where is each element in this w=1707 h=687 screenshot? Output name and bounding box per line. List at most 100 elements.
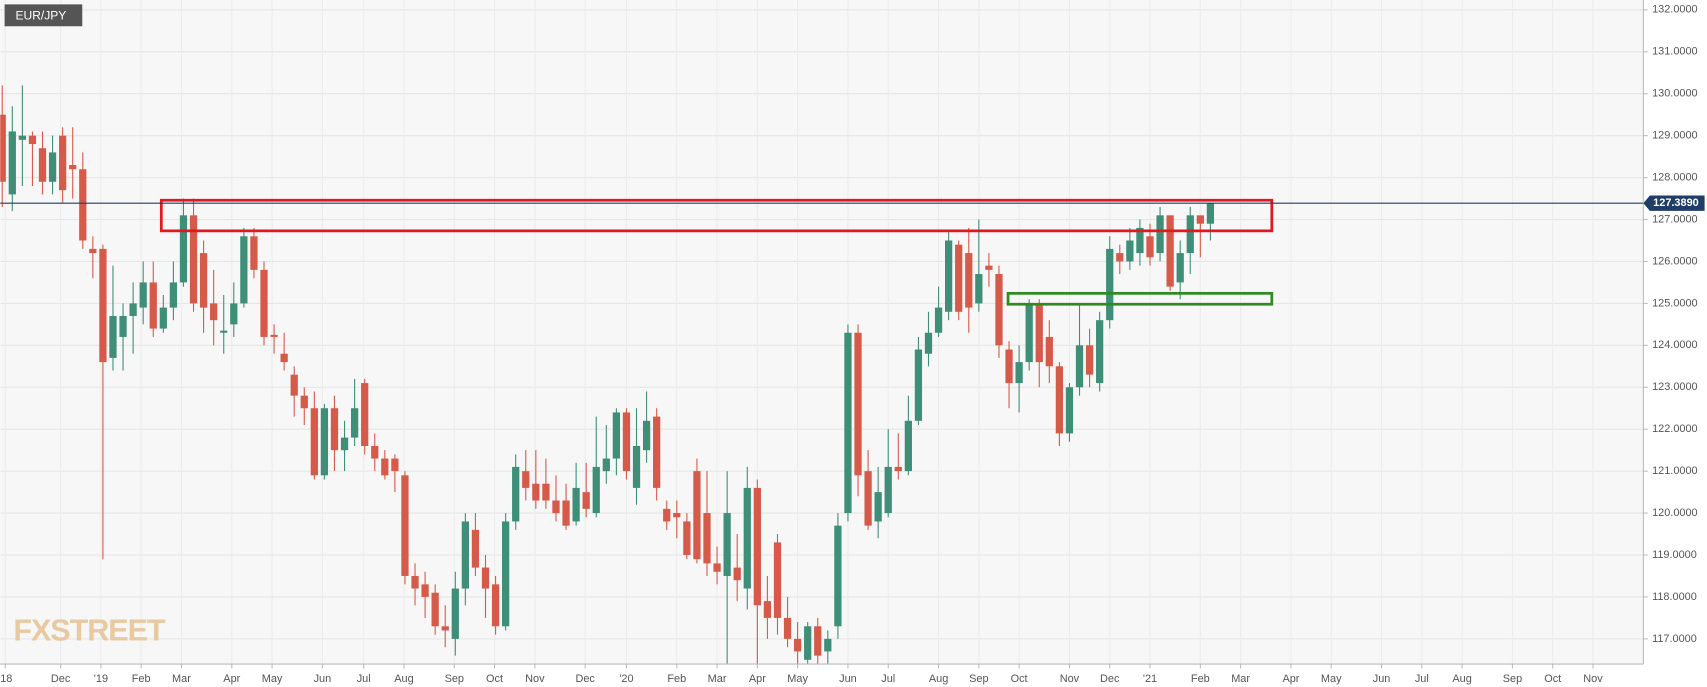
- y-tick-label: 124.0000: [1652, 339, 1698, 351]
- candle-body: [1166, 215, 1174, 287]
- candle-body: [783, 617, 792, 639]
- y-tick-label: 126.0000: [1652, 255, 1698, 267]
- candle-body: [663, 508, 671, 522]
- candle-body: [491, 584, 500, 627]
- x-tick-label: '21: [1143, 673, 1157, 685]
- candle-body: [642, 420, 651, 451]
- candle-body: [270, 334, 278, 337]
- candle-body: [441, 626, 449, 631]
- candle-body: [1085, 345, 1094, 375]
- candle-body: [773, 542, 782, 618]
- x-tick-label: Mar: [708, 673, 727, 685]
- candle-body: [139, 282, 147, 308]
- candle-body: [975, 274, 983, 304]
- y-tick-label: 132.0000: [1652, 4, 1698, 16]
- candle-body: [421, 584, 429, 597]
- candle-body: [300, 395, 308, 409]
- x-tick-label: Apr: [223, 673, 240, 685]
- candle-body: [1206, 203, 1215, 224]
- candle-body: [411, 575, 419, 589]
- candle-body: [814, 626, 822, 656]
- candle-body: [753, 487, 761, 606]
- candle-body: [240, 236, 248, 304]
- candle-body: [552, 500, 560, 514]
- candle-body: [622, 412, 631, 472]
- candle-body: [189, 215, 198, 304]
- candle-body: [894, 466, 902, 472]
- candle-body: [129, 303, 137, 316]
- candle-body: [884, 466, 892, 514]
- candle-body: [572, 487, 580, 522]
- candle-body: [854, 332, 862, 476]
- x-tick-label: Oct: [486, 673, 503, 685]
- x-tick-label: Aug: [394, 673, 413, 685]
- candle-body: [69, 165, 77, 170]
- candle-body: [0, 114, 6, 182]
- candle-body: [250, 236, 258, 270]
- x-tick-label: Sep: [1503, 673, 1522, 685]
- candle-body: [723, 513, 731, 576]
- candle-body: [592, 466, 600, 514]
- symbol-box: [4, 4, 83, 27]
- candle-body: [1096, 320, 1104, 384]
- candle-body: [1126, 240, 1134, 262]
- x-tick-label: May: [1321, 673, 1342, 685]
- candle-body: [985, 265, 993, 270]
- candle-body: [1196, 215, 1204, 224]
- candle-body: [653, 416, 661, 488]
- candle-body: [834, 525, 842, 627]
- zone: [159, 198, 1274, 233]
- y-tick-label: 121.0000: [1652, 465, 1698, 477]
- candle-body: [713, 563, 721, 572]
- y-tick-label: 119.0000: [1652, 549, 1697, 561]
- x-tick-label: Nov: [1583, 673, 1603, 685]
- x-tick-label: Feb: [667, 673, 686, 685]
- candle-body: [1146, 236, 1154, 258]
- candle-body: [169, 282, 178, 308]
- x-tick-label: Mar: [1231, 673, 1250, 685]
- candle-body: [1116, 253, 1124, 262]
- candle-body: [38, 148, 47, 182]
- candle-body: [159, 307, 167, 329]
- y-tick-label: 131.0000: [1652, 46, 1698, 58]
- candle-body: [904, 420, 912, 472]
- y-tick-label: 117.0000: [1652, 633, 1697, 645]
- x-tick-label: Jun: [314, 673, 332, 685]
- y-tick-label: 120.0000: [1652, 507, 1698, 519]
- candle-body: [401, 475, 409, 576]
- candle-body: [461, 521, 469, 589]
- candle-body: [995, 274, 1003, 346]
- watermark: FXSTREET: [13, 613, 166, 647]
- candle-body: [844, 332, 852, 514]
- candle-body: [310, 408, 318, 476]
- x-tick-label: Feb: [1191, 673, 1210, 685]
- x-tick-label: Apr: [749, 673, 766, 685]
- candle-body: [260, 269, 268, 337]
- candle-body: [451, 588, 459, 639]
- candle-body: [59, 135, 67, 191]
- candle-body: [18, 135, 26, 140]
- candle-body: [693, 471, 701, 560]
- candle-body: [924, 332, 933, 354]
- candle-body: [612, 412, 621, 459]
- candle-body: [1136, 227, 1144, 254]
- candle-body: [280, 353, 288, 363]
- candle-body: [149, 282, 157, 329]
- candle-body: [874, 492, 882, 522]
- candle-body: [824, 638, 832, 652]
- candle-body: [320, 408, 329, 476]
- overlay: [0, 198, 1644, 306]
- candle-body: [1055, 366, 1064, 434]
- candle-body: [230, 303, 238, 325]
- x-tick-label: May: [262, 673, 283, 685]
- candle-body: [109, 315, 117, 358]
- candle-body: [1025, 303, 1033, 363]
- x-tick-label: '20: [619, 673, 633, 685]
- candle-body: [582, 492, 590, 509]
- x-tick-label: Aug: [1452, 673, 1471, 685]
- x-tick-label: Sep: [445, 673, 464, 685]
- x-tick-label: '19: [94, 673, 108, 685]
- x-tick-label: Jul: [1415, 673, 1429, 685]
- candle-body: [391, 458, 399, 472]
